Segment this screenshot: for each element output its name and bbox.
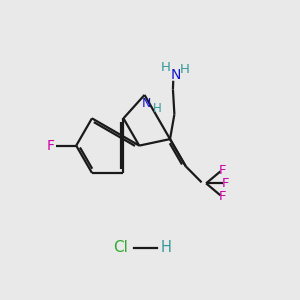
Text: F: F: [221, 177, 229, 190]
Text: N: N: [171, 68, 181, 82]
Text: H: H: [179, 63, 189, 76]
Text: F: F: [218, 164, 226, 177]
Text: H: H: [152, 102, 161, 116]
Text: F: F: [218, 190, 226, 203]
Text: F: F: [47, 139, 55, 153]
Text: Cl: Cl: [113, 240, 128, 255]
Text: H: H: [161, 61, 171, 74]
Text: H: H: [160, 240, 172, 255]
Text: N: N: [142, 97, 151, 110]
